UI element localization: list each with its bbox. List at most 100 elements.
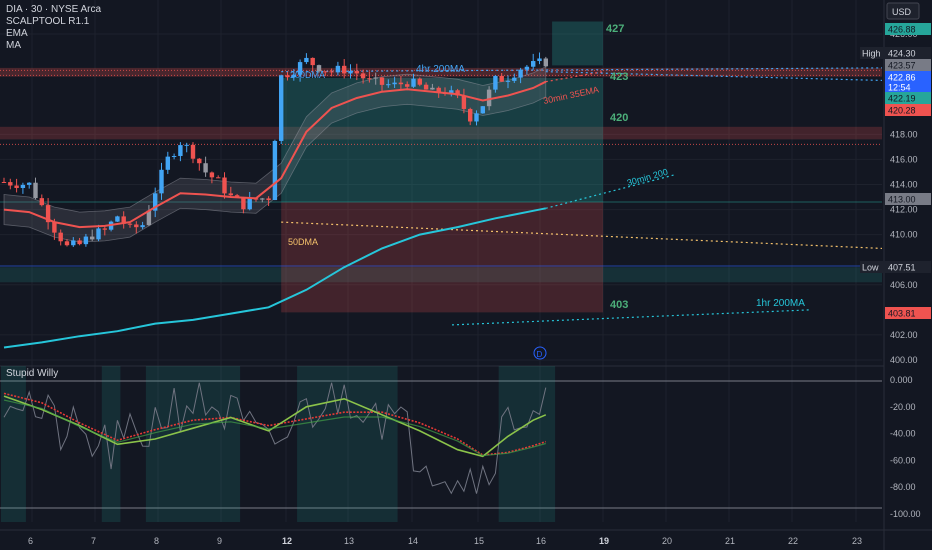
price-tag-2: 423.57 — [888, 61, 916, 71]
candle-body-61 — [386, 84, 391, 86]
candle-body-63 — [398, 82, 404, 85]
zone-red-1 — [281, 202, 603, 313]
candle-body-6 — [39, 198, 44, 206]
candle-body-26 — [165, 156, 170, 170]
osc-shade-3 — [297, 366, 398, 522]
candle-body-18 — [115, 216, 120, 222]
osc-shade-1 — [101, 366, 121, 522]
candle-body-16 — [102, 228, 107, 230]
event-marker-circle — [533, 346, 547, 360]
time-axis[interactable]: 6 7 8 9 12 13 14 15 16 19 20 21 22 23 — [0, 529, 932, 546]
candle-body-59 — [373, 77, 378, 79]
osc-y-tick-0: 0.000 — [890, 375, 913, 385]
price-tag-7: 413.00 — [888, 195, 916, 205]
x-tick-9: 19 — [599, 536, 609, 546]
candle-body-22 — [140, 225, 145, 228]
candle-body-55 — [348, 71, 353, 74]
price-tag-1: 426.88 — [888, 25, 916, 35]
candle-body-44 — [279, 75, 284, 141]
y-tick-5: 410.00 — [890, 230, 918, 240]
candle-body-77 — [486, 89, 492, 107]
y-tick-3: 414.00 — [890, 179, 918, 189]
candle-body-65 — [411, 78, 416, 87]
candle-body-20 — [127, 223, 133, 225]
candle-body-49 — [310, 57, 315, 66]
ema-band — [3, 66, 547, 243]
candle-body-66 — [417, 78, 422, 85]
osc-y-tick-4: -80.00 — [890, 482, 916, 492]
candle-body-31 — [197, 158, 202, 164]
x-tick-13: 23 — [852, 536, 862, 546]
candle-body-69 — [436, 87, 441, 93]
legend: DIA · 30 · NYSE Arca SCALPTOOL R1.1 EMA … — [6, 4, 101, 52]
x-tick-4: 12 — [282, 536, 292, 546]
candle-body-25 — [159, 169, 164, 194]
candle-body-5 — [33, 182, 38, 199]
candle-body-62 — [392, 82, 397, 85]
y-tick-1: 418.00 — [890, 129, 918, 139]
legend-symbol[interactable]: DIA · 30 · NYSE Arca — [6, 4, 102, 15]
price-tag-4: 12:54 — [888, 83, 911, 93]
band-red-423 — [0, 67, 882, 77]
oscillator-title[interactable]: Stupid Willy — [6, 368, 59, 379]
candle-body-42 — [266, 198, 271, 201]
price-tag-0: 424.30 — [888, 49, 916, 59]
candle-body-41 — [260, 198, 265, 200]
horizontal-levels — [0, 69, 882, 509]
candle-body-2 — [14, 185, 19, 188]
osc-shade-0 — [1, 366, 26, 522]
candle-body-38 — [241, 197, 246, 210]
annotation-4hr-200ma: 4hr 200MA — [416, 64, 465, 75]
level-label-427: 427 — [606, 23, 624, 35]
price-tag-8: 407.51 — [888, 263, 916, 273]
candle-body-79 — [499, 75, 504, 82]
candle-body-67 — [423, 84, 429, 90]
candle-body-32 — [203, 163, 208, 173]
candle-body-28 — [178, 145, 183, 157]
candle-body-60 — [379, 77, 385, 85]
candle-body-52 — [329, 71, 334, 73]
x-tick-12: 22 — [788, 536, 798, 546]
candle-body-11 — [71, 240, 76, 246]
band-red-418 — [0, 126, 882, 140]
candle-body-81 — [512, 77, 517, 81]
x-tick-2: 8 — [154, 536, 159, 546]
price-tag-bg-9 — [885, 307, 931, 319]
candle-body-71 — [449, 90, 454, 94]
y-tick-8: 400.00 — [890, 355, 918, 365]
price-axis[interactable]: USD426.00418.00416.00414.00412.00410.004… — [860, 0, 932, 550]
legend-indicator-ema[interactable]: EMA — [6, 28, 28, 39]
event-marker-label: D — [537, 350, 543, 359]
candle-body-15 — [96, 228, 101, 240]
candle-body-74 — [468, 108, 473, 122]
candle-body-54 — [342, 65, 347, 74]
legend-indicator-ma[interactable]: MA — [6, 40, 21, 51]
candle-body-23 — [146, 210, 152, 226]
osc-slow-line — [3, 399, 546, 457]
x-tick-3: 9 — [217, 536, 222, 546]
osc-shade-2 — [145, 366, 241, 522]
candle-body-7 — [45, 205, 51, 223]
candle-body-86 — [543, 58, 548, 67]
legend-indicator-scalptool[interactable]: SCALPTOOL R1.1 — [6, 16, 90, 27]
candle-body-48 — [304, 57, 309, 63]
x-tick-5: 13 — [344, 536, 354, 546]
price-tag-bg-8 — [885, 261, 931, 273]
candle-body-43 — [272, 140, 278, 201]
osc-green-line — [3, 395, 547, 458]
annotation-50dma: 50DMA — [288, 237, 318, 247]
candle-body-29 — [184, 144, 189, 146]
candle-body-83 — [524, 66, 530, 70]
price-tag-bg-2 — [885, 59, 931, 71]
price-tag-5: 422.19 — [888, 94, 916, 104]
currency-label: USD — [892, 7, 912, 17]
osc-y-tick-5: -100.00 — [890, 509, 921, 519]
zones — [0, 21, 882, 313]
x-tick-10: 20 — [662, 536, 672, 546]
ema35-line — [3, 80, 547, 229]
y-tick-7: 402.00 — [890, 330, 918, 340]
price-tag-label-8: Low — [862, 263, 879, 273]
zone-green-0 — [281, 77, 603, 203]
ma200-30min-line — [3, 207, 546, 349]
